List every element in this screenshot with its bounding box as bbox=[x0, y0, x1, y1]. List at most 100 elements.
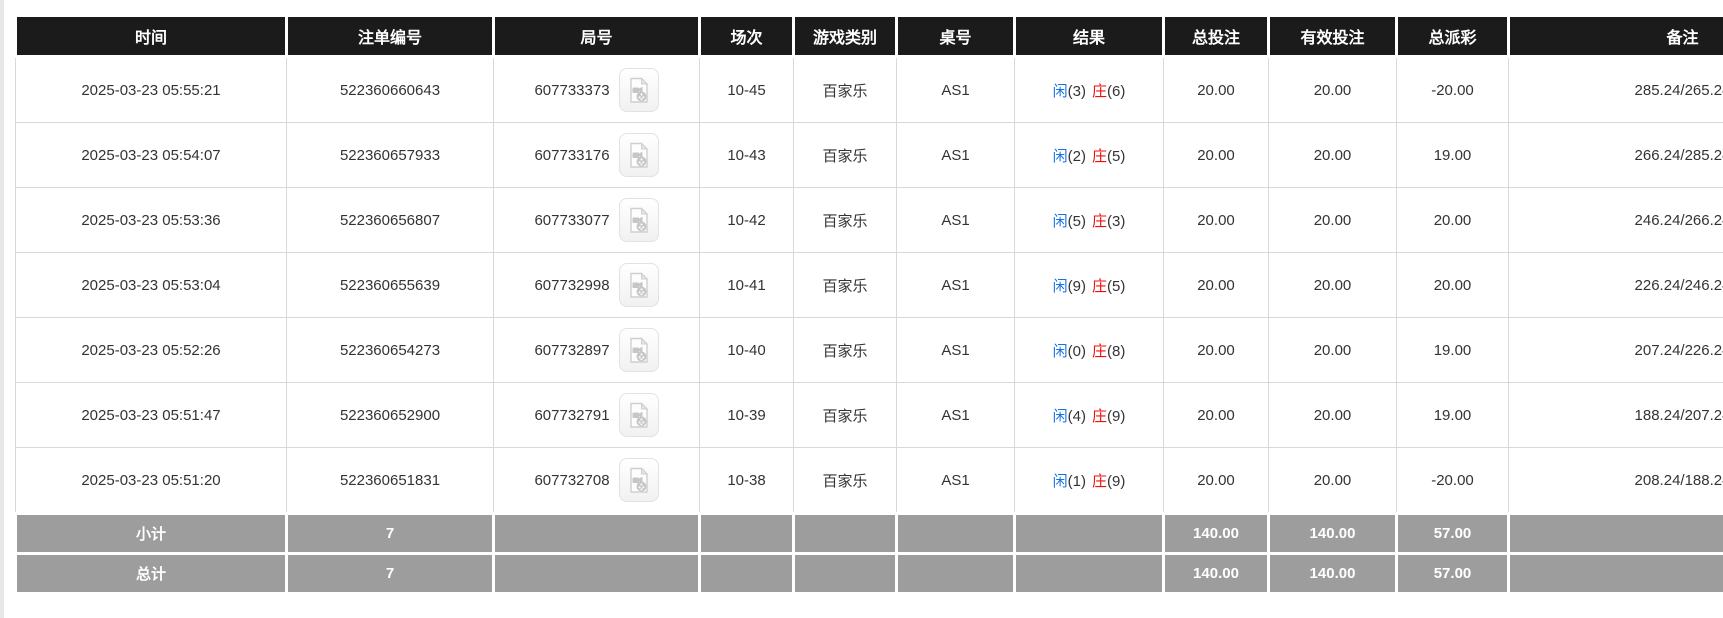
cell-round: 607732791 bbox=[493, 382, 700, 448]
video-replay-button[interactable] bbox=[618, 393, 659, 437]
summary-empty-table-no bbox=[895, 552, 1016, 595]
cell-round: 607733077 bbox=[493, 187, 700, 253]
result-banker-label: 庄 bbox=[1092, 342, 1108, 360]
video-replay-button[interactable] bbox=[618, 68, 659, 112]
cell-payout: -20.00 bbox=[1396, 447, 1509, 514]
result-banker-label: 庄 bbox=[1092, 407, 1108, 425]
cell-remark: 207.24/226.24 bbox=[1508, 317, 1723, 383]
cell-valid-bet: 20.00 bbox=[1268, 56, 1397, 123]
cell-result: 闲(5) 庄(3) bbox=[1014, 187, 1164, 253]
cell-time: 2025-03-23 05:51:20 bbox=[15, 447, 287, 514]
cell-time: 2025-03-23 05:53:04 bbox=[15, 252, 287, 318]
summary-remark bbox=[1507, 552, 1723, 595]
col-header-payout: 总派彩 bbox=[1395, 14, 1510, 58]
cell-result: 闲(3) 庄(6) bbox=[1014, 56, 1164, 123]
cell-game-type: 百家乐 bbox=[793, 317, 897, 383]
cell-game-type: 百家乐 bbox=[793, 56, 897, 123]
video-file-icon bbox=[628, 466, 650, 494]
summary-valid-bet: 140.00 bbox=[1267, 512, 1398, 555]
summary-empty-session bbox=[698, 552, 795, 595]
cell-bet-id: 522360660643 bbox=[286, 56, 494, 123]
col-header-remark: 备注 bbox=[1507, 14, 1723, 58]
result-banker-score: (5) bbox=[1107, 277, 1126, 295]
cell-total-bet[interactable]: 20.00 bbox=[1163, 122, 1269, 188]
cell-result: 闲(9) 庄(5) bbox=[1014, 252, 1164, 318]
summary-payout: 57.00 bbox=[1395, 512, 1510, 555]
result-banker-score: (3) bbox=[1107, 212, 1126, 230]
result-player-label: 闲 bbox=[1052, 407, 1068, 425]
result-banker-score: (8) bbox=[1107, 342, 1126, 360]
result-player-label: 闲 bbox=[1052, 212, 1068, 230]
cell-round: 607732897 bbox=[493, 317, 700, 383]
table-row: 2025-03-23 05:55:21 522360660643 6077333… bbox=[15, 56, 1723, 123]
cell-total-bet[interactable]: 20.00 bbox=[1163, 382, 1269, 448]
result-player-score: (2) bbox=[1067, 147, 1086, 165]
video-file-icon bbox=[628, 401, 650, 429]
result-banker-label: 庄 bbox=[1092, 277, 1108, 295]
cell-payout: 19.00 bbox=[1396, 382, 1509, 448]
cell-result: 闲(0) 庄(8) bbox=[1014, 317, 1164, 383]
result-banker-label: 庄 bbox=[1092, 82, 1108, 100]
cell-time: 2025-03-23 05:53:36 bbox=[15, 187, 287, 253]
table-row: 2025-03-23 05:53:36 522360656807 6077330… bbox=[15, 187, 1723, 253]
cell-table-no: AS1 bbox=[896, 447, 1015, 514]
cell-time: 2025-03-23 05:52:26 bbox=[15, 317, 287, 383]
cell-session: 10-38 bbox=[699, 447, 794, 514]
result-banker-label: 庄 bbox=[1092, 212, 1108, 230]
cell-total-bet[interactable]: 20.00 bbox=[1163, 317, 1269, 383]
result-player-label: 闲 bbox=[1052, 147, 1068, 165]
cell-total-bet[interactable]: 20.00 bbox=[1163, 447, 1269, 514]
cell-total-bet[interactable]: 20.00 bbox=[1163, 252, 1269, 318]
cell-remark: 266.24/285.24 bbox=[1508, 122, 1723, 188]
cell-payout: -20.00 bbox=[1396, 56, 1509, 123]
cell-payout: 20.00 bbox=[1396, 187, 1509, 253]
cell-session: 10-45 bbox=[699, 56, 794, 123]
video-replay-button[interactable] bbox=[618, 263, 659, 307]
cell-bet-id: 522360654273 bbox=[286, 317, 494, 383]
result-banker-label: 庄 bbox=[1092, 147, 1108, 165]
round-number-text: 607732708 bbox=[534, 471, 610, 489]
result-banker-score: (5) bbox=[1107, 147, 1126, 165]
cell-result: 闲(1) 庄(9) bbox=[1014, 447, 1164, 514]
cell-game-type: 百家乐 bbox=[793, 447, 897, 514]
table-row: 2025-03-23 05:54:07 522360657933 6077331… bbox=[15, 122, 1723, 188]
cell-total-bet[interactable]: 20.00 bbox=[1163, 56, 1269, 123]
cell-payout: 19.00 bbox=[1396, 317, 1509, 383]
cell-game-type: 百家乐 bbox=[793, 252, 897, 318]
cell-valid-bet: 20.00 bbox=[1268, 382, 1397, 448]
result-player-score: (0) bbox=[1067, 342, 1086, 360]
cell-bet-id: 522360651831 bbox=[286, 447, 494, 514]
cell-round: 607732708 bbox=[493, 447, 700, 514]
col-header-total-bet: 总投注 bbox=[1162, 14, 1270, 58]
round-number-text: 607732897 bbox=[534, 341, 610, 359]
col-header-game-type: 游戏类别 bbox=[792, 14, 898, 58]
cell-game-type: 百家乐 bbox=[793, 382, 897, 448]
video-file-icon bbox=[628, 271, 650, 299]
cell-session: 10-39 bbox=[699, 382, 794, 448]
result-player-label: 闲 bbox=[1052, 342, 1068, 360]
video-replay-button[interactable] bbox=[618, 328, 659, 372]
table-body: 2025-03-23 05:55:21 522360660643 6077333… bbox=[14, 56, 1723, 595]
cell-table-no: AS1 bbox=[896, 122, 1015, 188]
cell-valid-bet: 20.00 bbox=[1268, 317, 1397, 383]
col-header-bet-id: 注单编号 bbox=[285, 14, 495, 58]
video-replay-button[interactable] bbox=[618, 198, 659, 242]
video-replay-button[interactable] bbox=[618, 133, 659, 177]
summary-empty-round bbox=[492, 512, 701, 555]
round-number-text: 607733176 bbox=[534, 146, 610, 164]
summary-total-bet: 140.00 bbox=[1162, 552, 1270, 595]
cell-time: 2025-03-23 05:55:21 bbox=[15, 56, 287, 123]
summary-label: 总计 bbox=[14, 552, 288, 595]
cell-total-bet[interactable]: 20.00 bbox=[1163, 187, 1269, 253]
summary-empty-game-type bbox=[792, 512, 898, 555]
cell-game-type: 百家乐 bbox=[793, 187, 897, 253]
cell-valid-bet: 20.00 bbox=[1268, 187, 1397, 253]
cell-remark: 208.24/188.24 bbox=[1508, 447, 1723, 514]
cell-table-no: AS1 bbox=[896, 317, 1015, 383]
cell-time: 2025-03-23 05:51:47 bbox=[15, 382, 287, 448]
result-player-score: (3) bbox=[1067, 82, 1086, 100]
table-header-row: 时间 注单编号 局号 场次 游戏类别 桌号 结果 总投注 有效投注 总派彩 备注 bbox=[14, 14, 1723, 58]
cell-remark: 226.24/246.24 bbox=[1508, 252, 1723, 318]
cell-table-no: AS1 bbox=[896, 252, 1015, 318]
video-replay-button[interactable] bbox=[618, 458, 659, 502]
